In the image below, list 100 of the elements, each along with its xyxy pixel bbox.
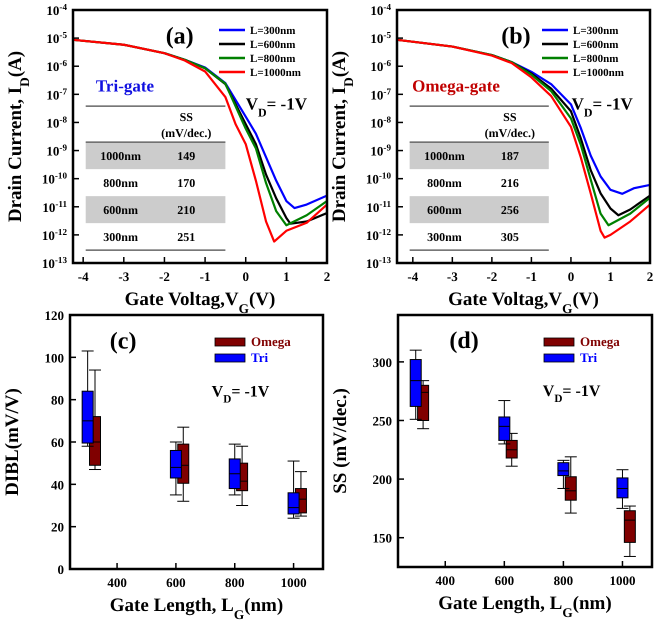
annotation: 600nm <box>427 203 462 218</box>
legend-label: Tri <box>580 350 598 365</box>
annotation: Tri-gate <box>96 76 155 96</box>
y-axis-title: DIBL(mV/V) <box>2 388 23 496</box>
x-tick-label: -4 <box>78 269 90 284</box>
annotation: 1000nm <box>100 149 141 164</box>
annotation: (mV/dec.) <box>484 126 535 140</box>
legend-label: Tri <box>251 350 268 365</box>
x-tick-label: 1 <box>607 269 614 284</box>
y-tick-label: 20 <box>51 520 64 535</box>
x-tick-label: -2 <box>159 269 170 284</box>
y-tick-label: 10$^{-12}$ <box>42 226 68 243</box>
y-tick-label: 60 <box>51 435 64 450</box>
annotation: Omega-gate <box>412 76 500 96</box>
x-tick-label: -3 <box>446 269 458 284</box>
annotation: 300nm <box>103 230 138 244</box>
y-tick-label: 10$^{-13}$ <box>366 255 392 271</box>
annotation: 216 <box>500 176 519 190</box>
y-tick-label: 10$^{-6}$ <box>370 58 392 74</box>
x-tick-label: 1 <box>283 269 290 284</box>
x-tick-label: 600 <box>494 573 514 588</box>
annotation: 800nm <box>103 176 138 190</box>
legend-label: L=800nm <box>250 53 296 65</box>
x-tick-label: -4 <box>407 269 419 284</box>
legend-label: L=300nm <box>250 25 296 37</box>
annotation: 600nm <box>103 203 138 218</box>
annotation: 187 <box>500 149 519 164</box>
annotation: 300nm <box>427 230 462 244</box>
y-tick-label: 100 <box>44 350 64 366</box>
annotation: V$_{D}$= -1V <box>572 94 634 120</box>
x-tick-label: 2 <box>324 269 330 284</box>
x-tick-label: -1 <box>526 269 537 284</box>
legend-label: L=600nm <box>250 39 296 51</box>
y-tick-label: 150 <box>372 530 392 546</box>
x-tick-label: 2 <box>646 269 654 284</box>
annotation: (b) <box>501 23 531 50</box>
annotation: V$_{D}$= -1V <box>212 384 270 406</box>
y-tick-label: 300 <box>372 354 392 370</box>
x-tick-label: 400 <box>107 575 127 590</box>
y-tick-label: 10$^{-10}$ <box>366 170 392 187</box>
x-axis-title: Gate Length, L$_{G}$(nm) <box>438 593 612 620</box>
y-tick-label: 80 <box>51 392 64 408</box>
annotation: V$_{D}$= -1V <box>542 382 601 405</box>
annotation: (d) <box>449 328 479 354</box>
annotation: (mV/dec.) <box>161 126 212 140</box>
x-tick-label: -1 <box>200 269 210 284</box>
x-tick-label: 1000 <box>609 573 636 588</box>
annotation: 210 <box>177 203 196 218</box>
x-tick-label: 1000 <box>280 575 307 590</box>
y-tick-label: 10$^{-12}$ <box>366 226 392 243</box>
legend-label: L=1000nm <box>573 67 624 79</box>
annotation: (a) <box>166 23 194 50</box>
annotation: 800nm <box>427 176 462 190</box>
y-tick-label: 10$^{-4}$ <box>370 2 392 18</box>
legend-label: L=800nm <box>573 53 618 65</box>
y-axis-title: SS (mV/dec.) <box>330 388 351 494</box>
legend-label: Omega <box>580 334 620 349</box>
annotation: (c) <box>110 328 136 354</box>
y-tick-label: 10$^{-7}$ <box>46 86 68 102</box>
annotation: SS <box>180 110 194 124</box>
x-tick-label: -2 <box>486 269 498 284</box>
legend-label: L=300nm <box>573 25 618 37</box>
x-tick-label: 400 <box>436 573 456 588</box>
x-axis-title: Gate Voltag,V$_{G}$(V) <box>448 289 599 316</box>
annotation: 170 <box>177 176 196 190</box>
y-tick-label: 120 <box>44 308 64 323</box>
annotation: 251 <box>177 230 196 244</box>
legend-label: L=1000nm <box>250 67 301 79</box>
x-tick-label: 0 <box>568 269 574 284</box>
y-tick-label: 10$^{-5}$ <box>46 30 68 46</box>
y-tick-label: 10$^{-10}$ <box>42 170 68 187</box>
y-tick-label: 200 <box>372 472 392 488</box>
y-tick-label: 10$^{-9}$ <box>46 142 68 159</box>
x-axis-title: Gate Length, L$_{G}$(nm) <box>110 595 284 620</box>
legend-label: Omega <box>251 334 292 349</box>
y-tick-label: 40 <box>51 477 64 492</box>
y-tick-label: 10$^{-7}$ <box>370 86 392 102</box>
y-tick-label: 10$^{-8}$ <box>46 114 68 130</box>
x-tick-label: 600 <box>166 575 186 590</box>
annotation: V$_{D}$= -1V <box>246 94 308 120</box>
y-tick-label: 10$^{-11}$ <box>366 198 392 215</box>
y-tick-label: 0 <box>58 562 64 577</box>
annotation: 305 <box>500 230 519 244</box>
annotation: 1000nm <box>424 149 465 164</box>
x-tick-label: 800 <box>224 575 244 590</box>
y-tick-label: 10$^{-11}$ <box>42 198 68 215</box>
y-tick-label: 10$^{-8}$ <box>370 114 392 130</box>
y-tick-label: 10$^{-6}$ <box>46 58 68 74</box>
x-tick-label: -3 <box>118 269 130 284</box>
y-tick-label: 10$^{-13}$ <box>42 255 68 271</box>
legend-label: L=600nm <box>573 39 618 51</box>
x-tick-label: 800 <box>554 573 574 588</box>
x-tick-label: 0 <box>242 269 249 284</box>
y-tick-label: 250 <box>372 413 392 428</box>
y-tick-label: 10$^{-4}$ <box>46 2 68 18</box>
annotation: 256 <box>500 203 519 218</box>
annotation: 149 <box>177 149 196 164</box>
x-axis-title: Gate Voltag,V$_{G}$(V) <box>124 289 276 316</box>
y-tick-label: 10$^{-5}$ <box>370 30 392 46</box>
y-tick-label: 10$^{-9}$ <box>370 142 392 159</box>
